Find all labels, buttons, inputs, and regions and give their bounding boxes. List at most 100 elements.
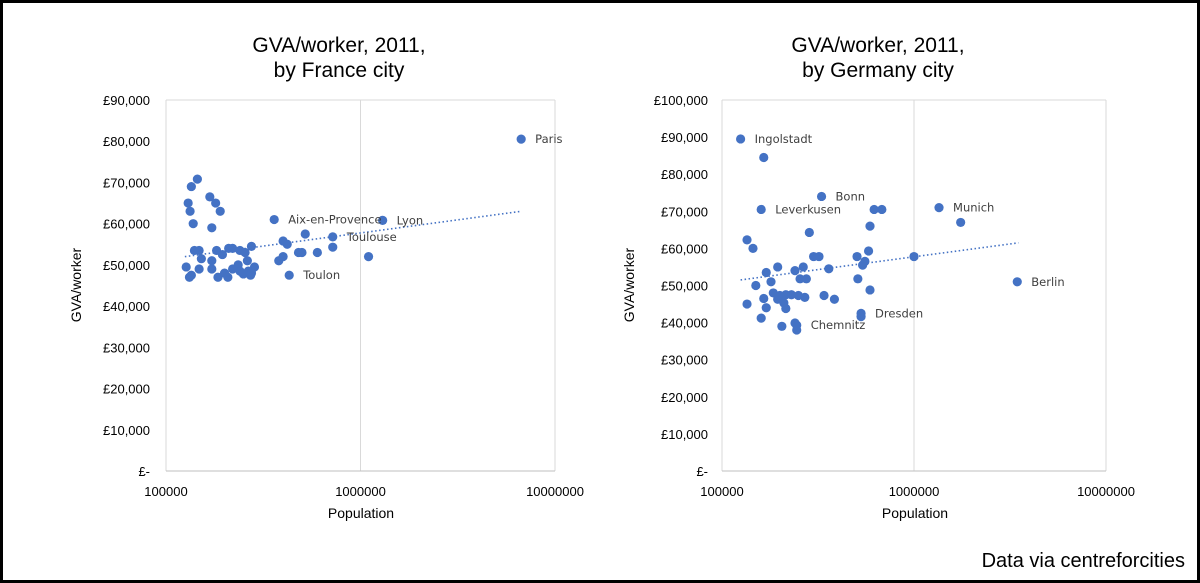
y-tick-label: £80,000	[661, 167, 708, 182]
y-tick-label: £60,000	[661, 241, 708, 256]
data-point	[956, 217, 966, 228]
data-point	[297, 247, 307, 258]
data-point	[786, 290, 797, 300]
data-point	[795, 274, 805, 284]
x-tick-label: 100000	[700, 484, 743, 499]
data-point	[328, 232, 338, 242]
data-point	[207, 223, 217, 233]
data-point	[207, 264, 217, 274]
data-point	[869, 204, 879, 215]
x-axis-label: Population	[882, 505, 948, 521]
data-point	[194, 264, 204, 274]
data-point	[282, 239, 292, 249]
y-tick-label: £30,000	[103, 340, 150, 355]
x-tick-label: 10000000	[526, 484, 584, 499]
data-point	[185, 206, 195, 216]
x-tick-label: 10000000	[1077, 484, 1135, 499]
chart-title-line-2: by France city	[274, 59, 405, 82]
data-point	[748, 243, 758, 253]
germany-chart: GVA/worker, 2011, by Germany city Popula…	[621, 34, 1135, 521]
y-tick-label: £-	[696, 464, 708, 479]
data-point	[742, 299, 752, 309]
point-label: Chemnitz	[811, 318, 866, 332]
data-point	[856, 312, 866, 322]
data-point	[215, 206, 225, 216]
y-tick-label: £20,000	[103, 382, 150, 397]
y-tick-label: £70,000	[661, 204, 708, 219]
y-tick-label: £10,000	[103, 423, 150, 438]
point-label: Leverkusen	[775, 202, 841, 216]
y-tick-label: £-	[138, 464, 150, 479]
data-point	[909, 251, 919, 262]
data-point	[829, 294, 840, 304]
data-point	[242, 256, 252, 266]
data-point	[213, 272, 223, 282]
data-point	[184, 272, 195, 282]
data-point	[245, 270, 256, 280]
data-point	[858, 260, 868, 270]
france-chart: GVA/worker, 2011, by France city Populat…	[68, 34, 584, 521]
y-tick-label: £50,000	[661, 279, 708, 294]
point-label: Bonn	[836, 189, 866, 203]
data-point	[756, 313, 766, 323]
data-point	[211, 198, 221, 208]
data-point	[188, 219, 198, 229]
y-tick-label: £70,000	[103, 175, 150, 190]
data-point	[814, 251, 824, 262]
data-point	[363, 252, 374, 262]
data-point	[516, 134, 526, 144]
data-point	[766, 277, 776, 287]
data-point	[792, 325, 802, 335]
data-point	[751, 280, 761, 291]
point-label: Munich	[953, 201, 994, 215]
data-point	[217, 249, 228, 260]
data-point	[863, 246, 874, 256]
data-point	[819, 290, 829, 301]
y-tick-label: £40,000	[661, 316, 708, 331]
data-point	[183, 198, 193, 208]
data-point	[223, 272, 233, 282]
chart-title-line-1: GVA/worker, 2011,	[252, 34, 425, 57]
y-axis-label: GVA/worker	[68, 247, 84, 322]
y-tick-label: £40,000	[103, 299, 150, 314]
y-tick-label: £90,000	[661, 130, 708, 145]
data-point	[246, 241, 257, 251]
data-point	[186, 181, 196, 192]
y-tick-label: £50,000	[103, 258, 150, 273]
data-point	[934, 202, 944, 213]
data-point	[207, 256, 217, 266]
data-point	[756, 204, 766, 215]
data-point	[196, 254, 206, 264]
data-point	[801, 274, 811, 284]
data-point	[865, 221, 875, 231]
data-point	[853, 274, 863, 284]
chart-title-line-2: by Germany city	[802, 59, 954, 82]
data-point	[759, 293, 769, 304]
point-label: Berlin	[1031, 275, 1064, 289]
point-label: Toulon	[302, 268, 340, 282]
data-point	[312, 247, 322, 258]
data-point	[790, 266, 800, 276]
data-point	[759, 152, 769, 163]
data-point	[274, 256, 284, 266]
data-point	[761, 267, 771, 278]
y-tick-label: £100,000	[654, 93, 708, 108]
point-label: Paris	[535, 132, 562, 146]
y-axis-label: GVA/worker	[621, 247, 637, 322]
data-point	[240, 247, 250, 258]
data-point	[228, 264, 238, 274]
data-point	[824, 264, 834, 274]
y-tick-label: £20,000	[661, 390, 708, 405]
point-label: Lyon	[397, 213, 423, 227]
data-point	[742, 235, 752, 245]
data-point	[816, 191, 827, 202]
x-axis-label: Population	[328, 505, 394, 521]
y-tick-label: £90,000	[103, 93, 150, 108]
data-point	[798, 262, 808, 272]
data-point	[790, 318, 800, 328]
y-tick-label: £10,000	[661, 427, 708, 442]
chart-title-line-1: GVA/worker, 2011,	[791, 34, 964, 57]
data-point	[228, 243, 238, 253]
data-point	[192, 174, 202, 184]
